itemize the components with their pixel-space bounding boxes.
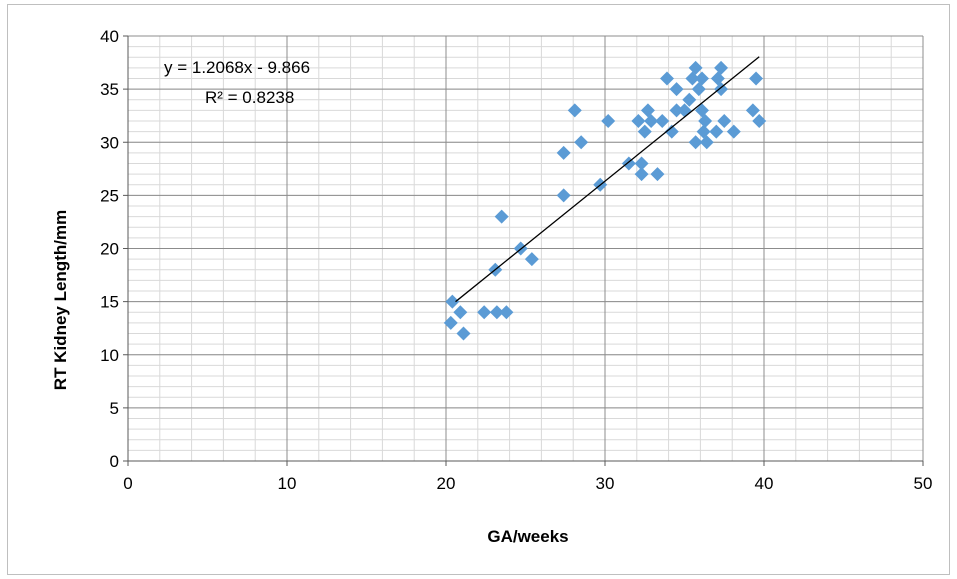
data-point	[634, 156, 649, 171]
x-axis-title: GA/weeks	[487, 527, 568, 546]
data-point	[574, 135, 589, 150]
y-tick-label: 35	[100, 80, 119, 99]
data-point	[621, 156, 636, 171]
data-point	[443, 315, 458, 330]
data-point	[456, 326, 471, 341]
y-tick-label: 0	[110, 452, 119, 471]
data-point	[710, 71, 725, 86]
data-point	[688, 135, 703, 150]
data-point	[499, 305, 514, 320]
trendline-equation: y = 1.2068x - 9.866	[164, 58, 310, 77]
y-tick-label: 25	[100, 186, 119, 205]
data-point	[685, 71, 700, 86]
data-point	[696, 124, 711, 139]
data-point	[655, 114, 670, 128]
data-point	[664, 124, 679, 139]
data-point	[669, 82, 684, 97]
data-point	[477, 305, 492, 320]
data-point	[489, 305, 504, 320]
y-tick-label: 15	[100, 293, 119, 312]
data-point	[669, 103, 684, 118]
trendline-line	[455, 56, 760, 303]
axes	[123, 35, 924, 466]
data-point	[601, 114, 616, 128]
data-point	[691, 82, 706, 97]
data-point	[694, 71, 709, 86]
data-point	[556, 145, 571, 160]
trendline-r2: R² = 0.8238	[205, 88, 294, 107]
x-tick-label: 50	[914, 474, 933, 493]
data-point	[637, 124, 652, 139]
y-tick-label: 10	[100, 346, 119, 365]
x-tick-labels: 0 10 20 30 40 50	[123, 474, 932, 493]
data-point	[749, 71, 764, 86]
data-point	[699, 135, 714, 150]
y-axis-title: RT Kidney Length/mm	[51, 210, 70, 390]
data-point	[556, 188, 571, 203]
x-tick-label: 20	[437, 474, 456, 493]
data-point	[453, 305, 468, 320]
chart-frame	[7, 4, 950, 575]
data-point	[494, 209, 509, 224]
y-tick-labels: 0 5 10 15 20 25 30 35 40	[100, 27, 119, 471]
data-point	[714, 60, 729, 75]
data-point	[752, 114, 767, 128]
data-point	[660, 71, 675, 86]
data-point	[567, 103, 582, 118]
x-tick-label: 40	[755, 474, 774, 493]
data-point	[650, 167, 665, 182]
x-tick-label: 10	[278, 474, 297, 493]
data-point	[698, 114, 713, 128]
data-point	[714, 82, 729, 97]
trendline	[455, 56, 760, 303]
major-gridlines	[127, 35, 924, 462]
y-tick-label: 40	[100, 27, 119, 46]
data-point	[745, 103, 760, 118]
data-point	[634, 167, 649, 182]
data-point	[524, 252, 539, 267]
data-point	[640, 103, 655, 118]
data-point	[682, 92, 697, 107]
x-tick-label: 30	[596, 474, 615, 493]
data-point	[445, 294, 460, 309]
data-point	[688, 60, 703, 75]
y-tick-label: 30	[100, 133, 119, 152]
data-point	[709, 124, 724, 139]
data-point	[644, 114, 659, 128]
y-tick-label: 20	[100, 240, 119, 259]
y-tick-label: 5	[110, 399, 119, 418]
data-point	[631, 114, 646, 128]
x-tick-label: 0	[123, 474, 132, 493]
data-point	[726, 124, 741, 139]
data-point	[694, 103, 709, 118]
data-point	[717, 114, 732, 128]
